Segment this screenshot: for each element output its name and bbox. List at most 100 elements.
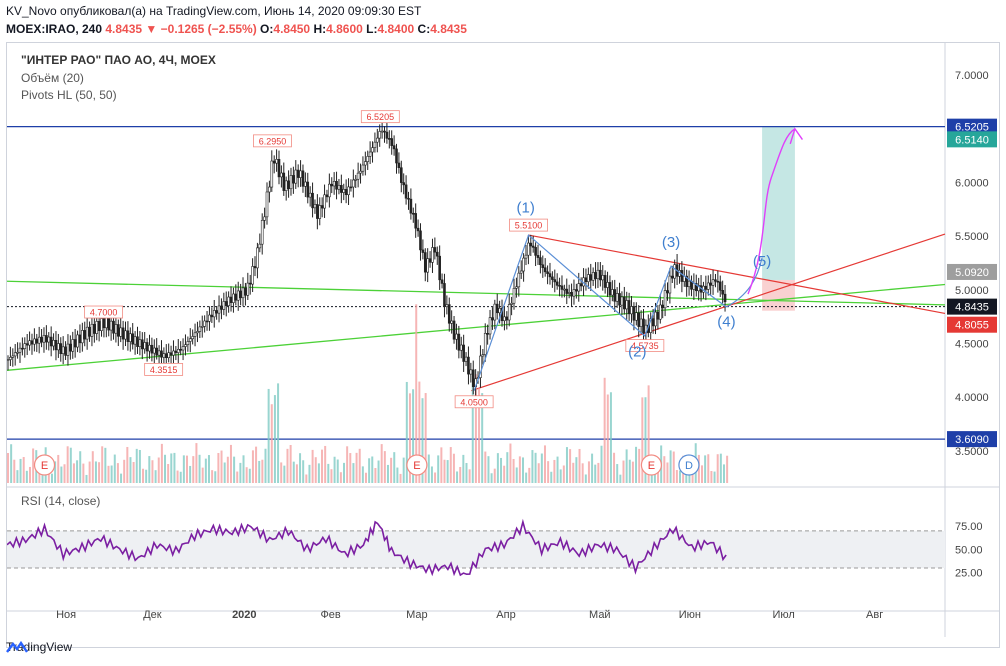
volume-bar (110, 465, 113, 483)
tradingview-logo-icon (6, 640, 28, 653)
volume-bar (408, 393, 411, 483)
candle-body (81, 330, 84, 344)
volume-bar (415, 304, 418, 483)
volume-bar (543, 445, 546, 483)
volume-bar (233, 456, 236, 483)
candle-body (388, 138, 391, 140)
volume-bar (371, 456, 374, 483)
candle-body (663, 290, 667, 309)
candle-body (258, 243, 262, 249)
volume-bar (503, 465, 506, 483)
candle-body (447, 304, 451, 324)
candle-body (320, 205, 324, 209)
volume-bar (349, 453, 352, 483)
pivot-label-box (84, 305, 124, 319)
volume-bar (10, 444, 13, 483)
volume-bar (594, 464, 597, 483)
event-marker-icon (640, 454, 663, 476)
volume-bar (120, 473, 123, 483)
candle-body (371, 147, 374, 153)
volume-bar (245, 467, 248, 483)
chart-svg[interactable]: 7.00006.50006.00005.50005.00004.50004.00… (7, 43, 999, 647)
volume-bar (104, 447, 107, 483)
volume-bar (556, 456, 559, 483)
volume-bar (509, 443, 512, 483)
candle-body (471, 369, 475, 387)
volume-bar (669, 450, 672, 483)
candle-body (438, 255, 441, 281)
candle-body (666, 290, 669, 294)
candle-body (507, 304, 511, 321)
candle-body (524, 254, 528, 259)
candle-body (93, 323, 96, 334)
candle-body (670, 275, 674, 279)
volume-bar (474, 374, 477, 483)
volume-bar (239, 462, 242, 483)
candle-body (35, 338, 39, 344)
chart-area[interactable]: 7.00006.50006.00005.50005.00004.50004.00… (6, 42, 1000, 648)
volume-bar (164, 454, 167, 483)
volume-bar (418, 381, 421, 483)
volume-bar (719, 453, 722, 483)
volume-bar (82, 463, 85, 483)
candle-body (107, 317, 111, 331)
candle-body (570, 292, 573, 297)
volume-bar (591, 453, 594, 483)
event-marker-label: E (413, 460, 420, 472)
candle-body (481, 354, 485, 357)
candle-body (519, 270, 523, 274)
candle-body (366, 156, 370, 162)
candle-body (517, 272, 521, 288)
candle-body (505, 316, 509, 321)
volume-bar (697, 454, 700, 483)
candle-body (706, 282, 710, 290)
candle-body (352, 179, 355, 188)
candle-body (37, 336, 41, 344)
candle-body (455, 333, 458, 340)
volume-bar (273, 395, 276, 483)
candle-body (145, 342, 149, 352)
rsi-line (7, 518, 727, 577)
volume-bar (707, 454, 710, 483)
candle-body (25, 343, 29, 346)
volume-bar (76, 460, 79, 483)
candle-body (308, 192, 312, 198)
volume-bar (550, 471, 553, 483)
volume-bar (151, 460, 154, 483)
candle-body (651, 318, 655, 327)
candle-body (594, 272, 597, 280)
price-axis-marker-label: 5.0920 (955, 267, 989, 279)
candle-body (117, 324, 120, 337)
candle-body (553, 279, 557, 283)
volume-bar (625, 449, 628, 483)
tradingview-logo[interactable]: TradingView (6, 640, 72, 654)
volume-bar (700, 465, 703, 483)
volume-bar (581, 463, 584, 483)
volume-bar (500, 457, 503, 483)
candle-body (347, 186, 350, 196)
volume-bar (13, 459, 16, 483)
candle-body (522, 257, 525, 272)
candle-body (167, 352, 170, 359)
candle-body (220, 305, 223, 310)
candle-body (97, 321, 101, 331)
candle-body (503, 316, 506, 322)
candle-body (591, 272, 595, 281)
volume-bar (716, 454, 719, 483)
time-tick-label: Июл (772, 609, 794, 621)
ohlc-l-label: L: (366, 22, 378, 36)
volume-bar (565, 447, 568, 483)
candle-body (491, 317, 494, 321)
candle-body (200, 326, 204, 328)
price-tick-label: 4.0000 (955, 392, 989, 404)
candle-body (9, 357, 12, 360)
candle-body (354, 178, 358, 181)
volume-bar (390, 457, 393, 483)
candle-body (435, 251, 439, 257)
candle-body (390, 138, 394, 146)
candle-body (222, 301, 226, 310)
candle-body (637, 312, 641, 327)
candle-body (52, 339, 55, 347)
pivot-label-box (625, 339, 665, 353)
candle-body (452, 320, 456, 340)
